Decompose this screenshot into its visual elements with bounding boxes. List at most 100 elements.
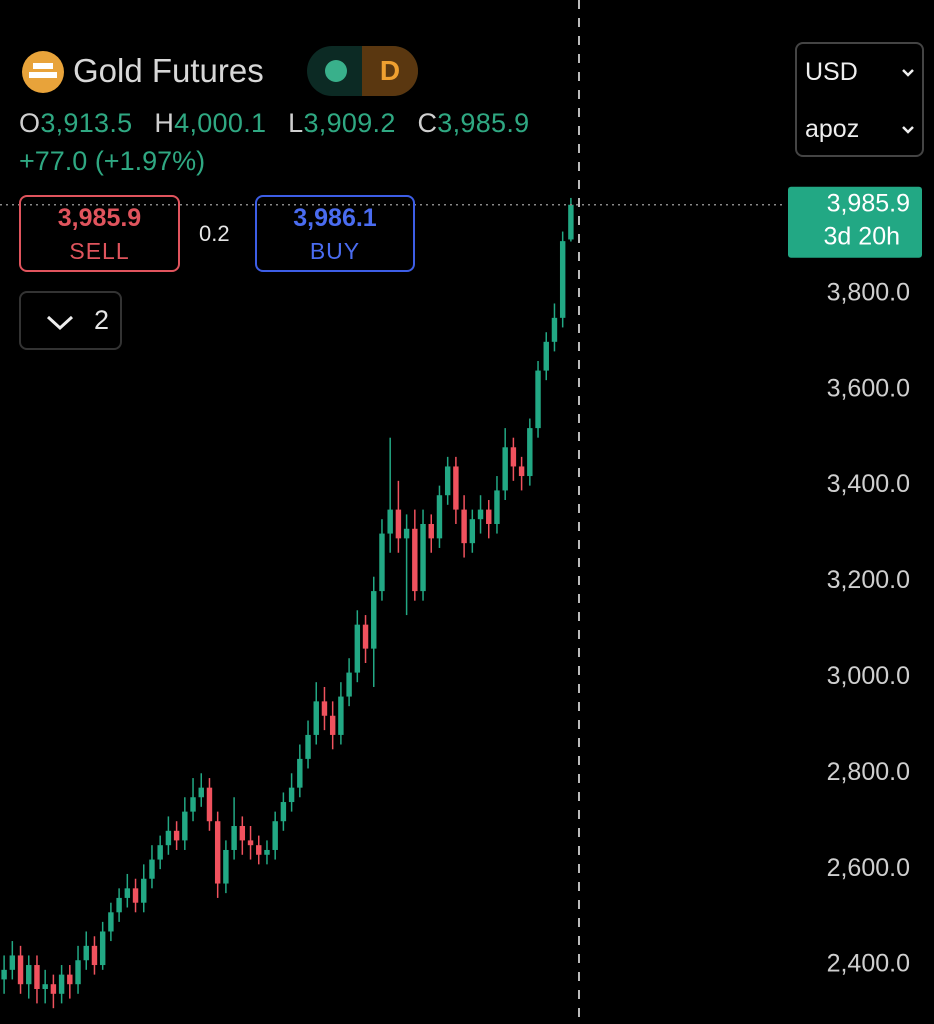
spread: 0.2 xyxy=(199,221,230,246)
sell-label: SELL xyxy=(69,238,130,264)
ohlc-value: 4,000.1 xyxy=(174,108,267,138)
candle-body xyxy=(305,734,311,759)
candle-body xyxy=(9,955,16,970)
candle-body xyxy=(165,830,172,846)
sell-price: 3,985.9 xyxy=(57,204,142,232)
candle-body xyxy=(124,888,131,898)
candle-body xyxy=(387,509,393,534)
candle-body xyxy=(313,701,319,735)
candle-body xyxy=(26,965,32,985)
candle-body xyxy=(428,523,434,539)
candle-body xyxy=(379,533,385,592)
candle-body xyxy=(173,830,180,841)
candle-body xyxy=(469,519,476,544)
candle-body xyxy=(247,840,254,846)
candle-body xyxy=(354,624,361,673)
y-tick-label: 3,400.0 xyxy=(827,470,910,498)
candle-body xyxy=(50,984,57,994)
y-tick-label: 3,800.0 xyxy=(827,278,910,306)
ohlc-value: 3,913.5 xyxy=(40,108,133,138)
candle-body xyxy=(551,317,558,342)
candle-body xyxy=(264,849,270,855)
selectors[interactable]: USD apoz xyxy=(795,42,924,157)
ohlc-key: C xyxy=(417,108,438,138)
buy-button[interactable]: 3,986.1 BUY xyxy=(255,195,415,272)
status-badge[interactable]: D xyxy=(307,46,418,96)
candle-body xyxy=(17,955,24,985)
ohlc-value: 3,985.9 xyxy=(437,108,530,138)
buy-label: BUY xyxy=(309,238,361,264)
sell-button[interactable]: 3,985.9 SELL xyxy=(19,195,180,272)
buy-price: 3,986.1 xyxy=(293,204,377,232)
candle-body xyxy=(297,758,303,788)
candle-body xyxy=(34,965,40,990)
candle-body xyxy=(67,974,73,985)
candle-body xyxy=(395,509,402,539)
candle-body xyxy=(412,528,418,592)
last-price-tag xyxy=(788,186,922,258)
candle-body xyxy=(527,428,533,477)
candle-body xyxy=(1,969,7,980)
ohlc-value: 3,909.2 xyxy=(303,108,396,138)
candle-body xyxy=(444,466,451,496)
plot xyxy=(0,197,786,1009)
candle-body xyxy=(149,859,155,879)
y-tick-label: 3,000.0 xyxy=(827,662,910,690)
candle-body xyxy=(494,490,500,524)
market-open-dot xyxy=(325,60,347,82)
candle-body xyxy=(116,897,122,913)
ohlc-key: O xyxy=(19,108,41,138)
candle-body xyxy=(568,204,574,240)
candle-body xyxy=(280,802,287,822)
y-tick-label: 2,800.0 xyxy=(827,758,910,786)
candle-body xyxy=(272,821,278,850)
candle-body xyxy=(502,447,508,491)
change: +77.0 (+1.97%) xyxy=(19,146,206,176)
candle-body xyxy=(75,960,81,985)
y-tick-label: 3,600.0 xyxy=(827,374,910,402)
interval: D xyxy=(362,46,418,96)
candle-body xyxy=(231,826,237,850)
candle-body xyxy=(346,672,352,697)
candle-body xyxy=(461,509,467,544)
candle-body xyxy=(182,811,188,841)
candle-body xyxy=(510,447,517,467)
y-tick-label: 2,600.0 xyxy=(827,854,910,882)
candle-body xyxy=(214,821,221,884)
candle-body xyxy=(42,984,48,990)
ohlc-line: O3,913.5 H4,000.1 L3,909.2 C3,985.9 xyxy=(19,108,529,139)
candle-body xyxy=(198,787,204,798)
candle-body xyxy=(436,495,443,539)
candle-body xyxy=(403,528,410,539)
instrument-title: Gold Futures xyxy=(73,52,264,89)
candle-body xyxy=(157,845,163,860)
candle-body xyxy=(338,696,344,735)
candle-body xyxy=(91,945,98,966)
candle-body xyxy=(477,509,484,520)
quantity: 2 xyxy=(93,305,109,335)
ohlc-key: H xyxy=(154,108,175,138)
candle-body xyxy=(535,370,541,429)
candle-body xyxy=(518,466,525,477)
account-select[interactable]: apoz xyxy=(805,115,860,143)
candle-body xyxy=(362,624,369,649)
candle-body xyxy=(108,912,114,932)
candle-body xyxy=(206,787,213,822)
candle-body xyxy=(132,888,139,903)
candle-body xyxy=(420,523,426,592)
candle-body xyxy=(371,591,377,649)
gold-icon xyxy=(22,51,64,93)
y-tick-label: 2,400.0 xyxy=(827,950,910,978)
candle-body xyxy=(190,797,196,812)
candle-body xyxy=(543,341,549,371)
candle-body xyxy=(99,931,106,966)
candle-body xyxy=(329,715,336,735)
currency-select[interactable]: USD xyxy=(805,58,858,86)
chevron xyxy=(902,126,914,134)
quantity-dropdown[interactable]: 2 xyxy=(19,291,122,350)
countdown: 3d 20h xyxy=(824,222,900,250)
candle-body xyxy=(288,787,295,803)
candle-body xyxy=(321,701,328,716)
